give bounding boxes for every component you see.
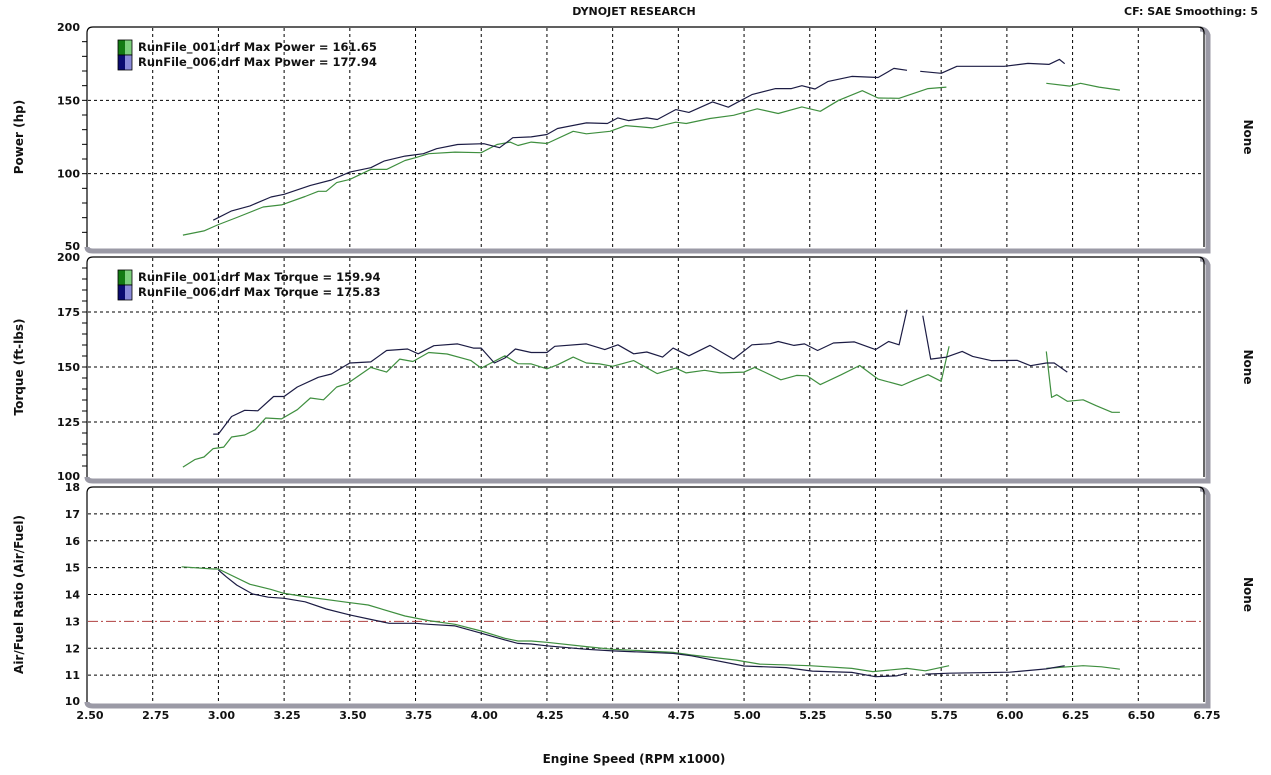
series-line-run001 (182, 346, 950, 468)
chart-title: DYNOJET RESEARCH (572, 5, 695, 18)
torque-panel: 100 125 150 175 200 RunFile_001.drf Max Torqu… (12, 251, 1255, 484)
x-tick-label: 5.00 (733, 709, 760, 722)
y-tick-label: 150 (57, 361, 80, 374)
legend-swatch-border (117, 284, 133, 301)
legend-swatch (125, 270, 132, 285)
x-tick-label: 3.00 (208, 709, 235, 722)
x-tick-label: 4.50 (602, 709, 629, 722)
x-tick-label: 5.50 (865, 709, 892, 722)
y-tick-label: 200 (57, 251, 80, 264)
panel-shadow (84, 486, 1211, 709)
y-tick-label: 10 (65, 695, 81, 708)
series-line-run001 (1045, 351, 1120, 413)
power-panel: 50 100 150 200 RunFile_001.drf Max Power = 1… (12, 21, 1255, 254)
legend-entry: RunFile_006.drf Max Power = 177.94 (138, 55, 377, 70)
series-line-run001 (1046, 82, 1120, 91)
x-tick-label: 3.50 (339, 709, 366, 722)
y-tick-label: 15 (65, 562, 80, 575)
afr-panel: 10 11 12 13 14 15 16 17 18 Air/Fuel Ratio (Air/Fu… (12, 481, 1255, 709)
x-tick-label: 4.75 (668, 709, 695, 722)
legend-swatch (118, 55, 125, 70)
x-tick-label: 3.25 (274, 709, 301, 722)
y-tick-label: 125 (57, 416, 80, 429)
series-line-run006 (213, 309, 908, 435)
series-line-run006 (212, 67, 908, 221)
series-line-run006 (922, 315, 1068, 373)
right-axis-label: None (1241, 350, 1255, 385)
legend-swatch (125, 285, 132, 300)
series-line-run006 (218, 569, 908, 678)
panel-frame (86, 486, 1205, 702)
x-axis-ticks: 2.50 2.75 3.00 3.25 3.50 3.75 4.00 4.25 4.50 4.75… (76, 709, 1220, 722)
legend-entry: RunFile_001.drf Max Torque = 159.94 (138, 270, 381, 285)
x-tick-label: 2.75 (142, 709, 169, 722)
x-tick-label: 5.25 (799, 709, 826, 722)
y-axis-label: Power (hp) (12, 100, 26, 174)
x-tick-label: 6.75 (1193, 709, 1220, 722)
x-tick-label: 6.50 (1128, 709, 1155, 722)
y-tick-label: 17 (65, 508, 80, 521)
legend-entry: RunFile_006.drf Max Torque = 175.83 (138, 285, 381, 300)
y-tick-label: 16 (65, 535, 81, 548)
series-line-run006 (920, 58, 1066, 74)
y-tick-label: 50 (65, 240, 81, 253)
x-tick-label: 2.50 (76, 709, 103, 722)
x-tick-label: 6.00 (996, 709, 1023, 722)
legend-swatch (118, 285, 125, 300)
series-line-run001 (182, 86, 947, 236)
x-tick-label: 6.25 (1062, 709, 1089, 722)
y-tick-label: 200 (57, 21, 80, 34)
x-axis-label: Engine Speed (RPM x1000) (543, 752, 726, 766)
y-tick-label: 18 (65, 481, 80, 494)
settings-label: CF: SAE Smoothing: 5 (1124, 5, 1258, 18)
panel-frame (86, 256, 1205, 477)
y-tick-label: 14 (65, 589, 81, 602)
y-axis-label: Air/Fuel Ratio (Air/Fuel) (12, 515, 26, 674)
legend-swatch-border (117, 54, 133, 71)
y-tick-label: 11 (65, 669, 80, 682)
legend-swatch (118, 270, 125, 285)
x-tick-label: 3.75 (405, 709, 432, 722)
right-axis-label: None (1241, 577, 1255, 612)
y-tick-label: 100 (57, 168, 80, 181)
legend-swatch (118, 40, 125, 55)
y-tick-label: 13 (65, 615, 80, 628)
legend-swatch (125, 55, 132, 70)
series-line-run001 (181, 566, 950, 673)
series-line-run006 (925, 665, 1065, 675)
y-tick-label: 12 (65, 642, 80, 655)
y-axis-label: Torque (ft-lbs) (12, 319, 26, 416)
y-tick-label: 100 (57, 470, 80, 483)
panel-frame (86, 26, 1205, 247)
y-tick-label: 150 (57, 94, 80, 107)
series-line-run001 (1046, 665, 1120, 670)
y-tick-label: 175 (57, 306, 80, 319)
x-tick-label: 4.00 (471, 709, 498, 722)
x-tick-label: 5.75 (931, 709, 958, 722)
right-axis-label: None (1241, 120, 1255, 155)
legend-entry: RunFile_001.drf Max Power = 161.65 (138, 40, 377, 55)
x-tick-label: 4.25 (536, 709, 563, 722)
legend-swatch (125, 40, 132, 55)
